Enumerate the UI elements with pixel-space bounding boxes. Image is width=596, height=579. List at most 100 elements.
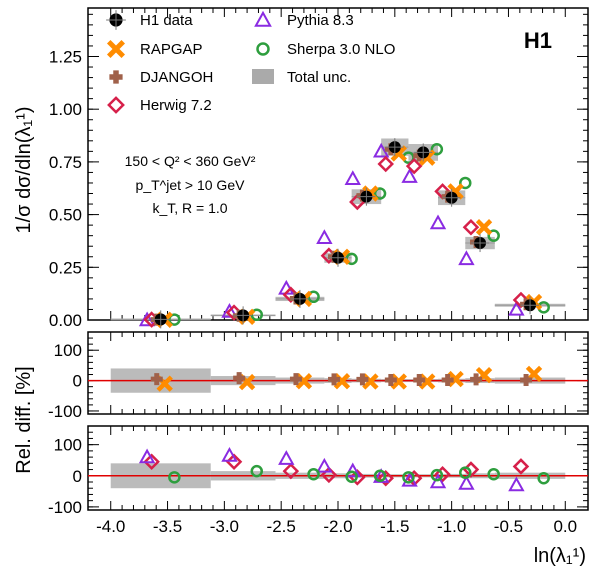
point-h1-data xyxy=(385,138,404,157)
marker-shape xyxy=(150,373,163,386)
ratio-point-djangoh xyxy=(384,373,397,386)
y-tick-label: 100 xyxy=(54,436,82,455)
ratio-point-sherpa-3-0-nlo xyxy=(168,471,181,484)
marker-shape xyxy=(508,476,525,492)
point-sherpa-3-0-nlo xyxy=(430,142,444,156)
y-tick-label: 0 xyxy=(73,372,82,391)
marker-shape xyxy=(508,300,525,316)
x-tick-label: -3.0 xyxy=(210,517,239,536)
annotation-algo: k_T, R = 1.0 xyxy=(152,200,227,216)
point-pythia-8-3 xyxy=(344,170,361,185)
marker-shape xyxy=(320,466,338,484)
ratio-point-herwig-7-2 xyxy=(282,462,300,480)
y-tick-label: 0.25 xyxy=(49,258,82,277)
marker-shape xyxy=(138,448,156,464)
marker-shape xyxy=(402,471,415,484)
marker-shape xyxy=(278,450,295,465)
marker-shape xyxy=(459,466,472,479)
x-tick-label: 0.0 xyxy=(553,517,577,536)
ratio-point-herwig-7-2 xyxy=(143,453,160,471)
legend: H1 data RAPGAP DJANGOH Herwig 7.2 Pythia 8.3… xyxy=(106,10,395,114)
marker-shape xyxy=(377,469,394,487)
ratio-point-djangoh xyxy=(356,373,369,386)
y-axis-label-ratio: Rel. diff. [%] xyxy=(13,366,35,473)
marker-shape xyxy=(373,469,387,483)
marker-shape xyxy=(430,468,444,482)
ratio-point-herwig-7-2 xyxy=(377,469,394,487)
x-tick-label: -1.5 xyxy=(380,517,409,536)
marker-shape xyxy=(168,471,181,484)
marker-shape xyxy=(413,373,426,386)
point-h1-data xyxy=(290,289,309,308)
marker-shape xyxy=(405,157,423,175)
marker-shape xyxy=(441,373,454,386)
marker-shape xyxy=(344,462,361,478)
ratio-point-pythia-8-3 xyxy=(138,448,156,464)
ratio-point-djangoh xyxy=(470,373,483,386)
marker-shape xyxy=(429,473,447,489)
ratio-point-pythia-8-3 xyxy=(316,457,333,473)
marker-shape xyxy=(328,373,341,386)
x-tick-label: -3.5 xyxy=(153,517,182,536)
point-herwig-7-2 xyxy=(377,155,394,173)
marker-shape xyxy=(475,219,493,236)
legend-label: Herwig 7.2 xyxy=(140,97,212,114)
marker-shape xyxy=(225,453,243,471)
marker-shape xyxy=(384,373,397,386)
labels: H1 1/σ dσ/dln(λ₁¹) Rel. diff. [%] ln(λ₁¹… xyxy=(13,28,586,567)
ratio-point-djangoh xyxy=(150,373,163,386)
marker-shape xyxy=(221,446,238,462)
marker-shape xyxy=(289,373,302,386)
y-tick-label: 100 xyxy=(54,341,82,360)
ratio-point-pythia-8-3 xyxy=(458,474,475,490)
marker-shape xyxy=(434,465,451,483)
ratio-point-pythia-8-3 xyxy=(508,476,525,492)
marker-shape xyxy=(429,214,447,230)
marker-shape xyxy=(143,453,160,471)
legend-marker xyxy=(109,70,123,84)
point-h1-data xyxy=(357,187,376,206)
legend-marker xyxy=(254,10,272,27)
legend-label: RAPGAP xyxy=(140,41,203,58)
y-tick-label: 0.75 xyxy=(49,153,82,172)
ratio-point-sherpa-3-0-nlo xyxy=(430,468,444,482)
main-panel: 0.00 0.25 0.50 0.75 1.00 1.25 xyxy=(49,7,589,330)
y-tick-label: -100 xyxy=(48,402,82,421)
marker-shape xyxy=(316,457,333,473)
point-pythia-8-3 xyxy=(372,142,390,158)
marker-shape xyxy=(254,10,272,27)
ratio-point-djangoh xyxy=(289,373,302,386)
point-h1-data xyxy=(329,248,347,267)
ratio-point-djangoh xyxy=(520,373,533,386)
annotation-q2: 150 < Q² < 360 GeV² xyxy=(125,153,256,169)
legend-swatch-band xyxy=(252,69,274,84)
marker-shape xyxy=(470,373,483,386)
marker-shape xyxy=(430,142,444,156)
x-tick-label: -4.0 xyxy=(96,517,125,536)
point-herwig-7-2 xyxy=(462,218,480,236)
marker-shape xyxy=(537,472,550,485)
legend-label: Pythia 8.3 xyxy=(287,12,354,29)
legend-marker xyxy=(107,96,125,114)
marker-shape xyxy=(401,168,418,183)
point-sherpa-3-0-nlo xyxy=(373,187,387,200)
marker-shape xyxy=(459,176,472,190)
y-axis-label-main: 1/σ dσ/dln(λ₁¹) xyxy=(13,106,35,233)
point-herwig-7-2 xyxy=(405,157,423,175)
point-rapgap xyxy=(475,219,493,236)
marker-shape xyxy=(344,170,361,185)
ratio-point-herwig-7-2 xyxy=(320,466,338,484)
marker-shape xyxy=(307,467,320,481)
ratio-point-pythia-8-3 xyxy=(221,446,238,462)
marker-shape xyxy=(233,372,246,385)
ratio-point-sherpa-3-0-nlo xyxy=(373,469,387,483)
point-pythia-8-3 xyxy=(458,250,475,266)
y-tick-label: 0.50 xyxy=(49,206,82,225)
legend-label: Total unc. xyxy=(287,69,351,86)
ratio-point-sherpa-3-0-nlo xyxy=(487,467,500,481)
x-tick-label: -2.5 xyxy=(267,517,296,536)
marker-shape xyxy=(458,474,475,490)
legend-marker xyxy=(106,10,126,30)
